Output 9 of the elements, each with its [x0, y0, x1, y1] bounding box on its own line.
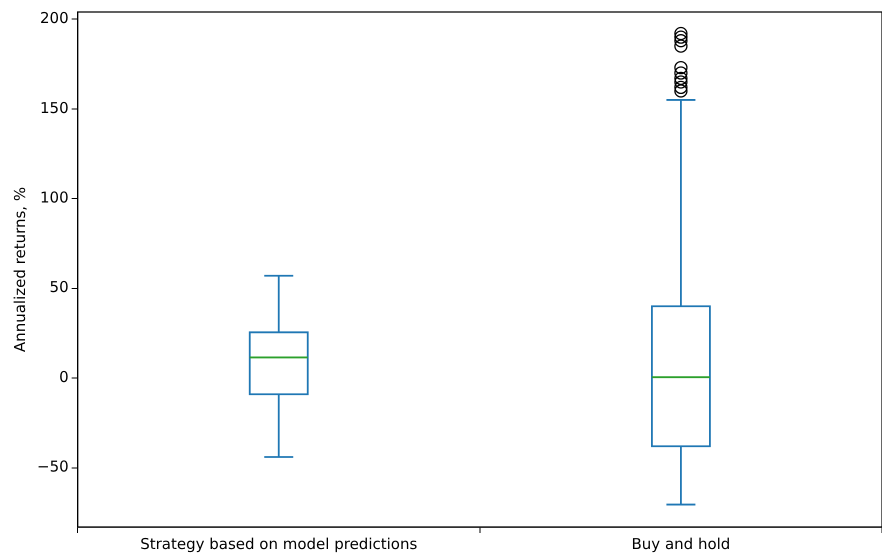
- y-tick-label: 150: [40, 98, 69, 117]
- y-tick-label: 0: [59, 368, 69, 386]
- x-tick-label: Buy and hold: [632, 534, 730, 553]
- y-tick-label: 100: [40, 188, 69, 207]
- x-tick-label: Strategy based on model predictions: [140, 534, 418, 553]
- y-tick-label: 200: [40, 9, 69, 28]
- y-tick-label: −50: [37, 458, 69, 476]
- y-axis-title: Annualized returns, %: [10, 186, 29, 352]
- y-tick-label: 50: [50, 278, 69, 296]
